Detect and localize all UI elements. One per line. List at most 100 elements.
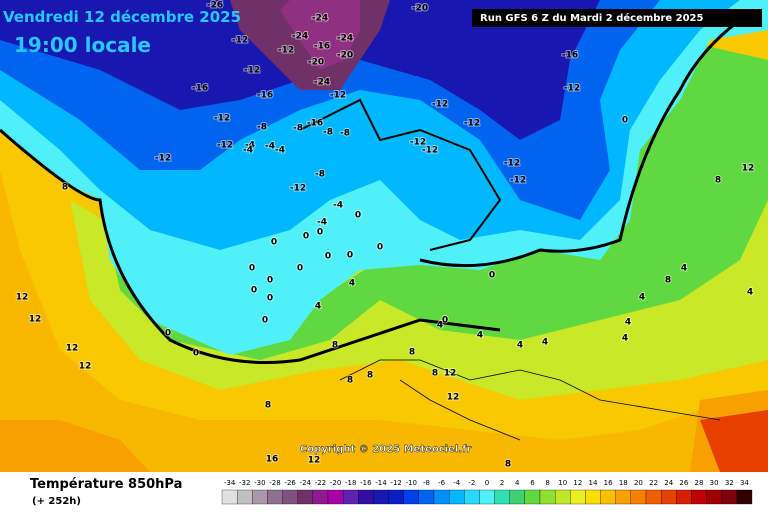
local-time: 19:00 locale [14, 33, 151, 57]
contour-label: -8 [323, 128, 333, 138]
scale-swatch [524, 489, 541, 505]
contour-label: -8 [315, 170, 325, 180]
run-banner [472, 9, 762, 27]
contour-label: 0 [165, 329, 171, 339]
contour-label: -16 [257, 91, 273, 101]
scale-swatch [494, 489, 510, 505]
scale-label: -10 [406, 479, 417, 487]
contour-label: -4 [275, 146, 285, 156]
contour-label: 4 [437, 321, 443, 331]
contour-label: 8 [505, 460, 511, 470]
contour-label: 4 [315, 302, 321, 312]
scale-swatch [267, 489, 283, 505]
contour-label: -4 [245, 141, 255, 151]
contour-label: 4 [517, 341, 523, 351]
contour-label: -12 [155, 154, 171, 164]
contour-label: 12 [444, 369, 457, 379]
scale-swatch [297, 489, 314, 505]
contour-label: -12 [422, 146, 438, 156]
zero-isotherm [419, 18, 741, 268]
contour-label: 16 [266, 455, 279, 465]
scale-label: 32 [725, 479, 734, 487]
contour-label: -24 [314, 78, 330, 88]
contour-label: -16 [307, 119, 323, 129]
contour-label: 8 [367, 371, 373, 381]
scale-label: 24 [664, 479, 673, 487]
legend-title: Température 850hPa [30, 477, 182, 492]
contour-label: 8 [265, 401, 271, 411]
scale-label: -18 [345, 479, 356, 487]
scale-label: 30 [710, 479, 719, 487]
scale-swatch [645, 489, 662, 505]
scale-label: 2 [500, 479, 504, 487]
contour-label: -8 [293, 124, 303, 134]
zero-isotherm [0, 128, 501, 364]
scale-label: 14 [589, 479, 598, 487]
contour-label: 4 [477, 331, 483, 341]
scale-label: 20 [634, 479, 643, 487]
scale-label: 26 [679, 479, 688, 487]
contour-label: -24 [312, 14, 328, 24]
contour-label: 0 [267, 276, 273, 286]
scale-label: -16 [360, 479, 372, 487]
contour-label: 0 [325, 252, 331, 262]
contour-label: 12 [66, 344, 79, 354]
arctic-core [280, 0, 360, 70]
contour-label: 0 [489, 271, 495, 281]
scale-swatch [403, 489, 420, 505]
scale-label: 28 [695, 479, 704, 487]
scale-swatch [539, 489, 556, 505]
contour-label: 8 [332, 341, 338, 351]
contour-label: 8 [715, 176, 721, 186]
contour-label: -4 [265, 142, 275, 152]
run-info: Run GFS 6 Z du Mardi 2 décembre 2025 [480, 12, 704, 24]
scale-label: -12 [390, 479, 401, 487]
contour-label: 0 [193, 349, 199, 359]
scale-swatch [509, 489, 526, 505]
copyright: Copyright © 2025 Meteociel.fr [300, 444, 471, 455]
contour-label: 0 [262, 316, 268, 326]
contour-label: 8 [432, 369, 438, 379]
warm-zone [0, 390, 768, 472]
scale-label: -26 [284, 479, 296, 487]
contour-label: -16 [192, 84, 208, 94]
contour-label: -12 [510, 176, 526, 186]
contour-label: -12 [290, 184, 306, 194]
scale-swatch [358, 489, 374, 505]
contour-label: -20 [337, 51, 353, 61]
scale-swatch [630, 489, 647, 505]
scale-swatch [615, 489, 632, 505]
contour-label: 12 [29, 315, 42, 325]
scale-swatch [585, 489, 601, 505]
contour-label: 0 [622, 116, 628, 126]
contour-label: 0 [347, 251, 353, 261]
contour-label: -12 [432, 100, 448, 110]
map: Run GFS 6 Z du Mardi 2 décembre 2025 Ven… [0, 0, 768, 472]
contour-label: 12 [16, 293, 29, 303]
scale-label: -24 [300, 479, 312, 487]
contour-label: -20 [412, 4, 428, 14]
scale-swatch [736, 489, 753, 505]
scale-swatch [570, 489, 586, 505]
scale-swatch [342, 489, 359, 505]
scale-label: 8 [545, 479, 549, 487]
contour-label: -20 [308, 58, 324, 68]
contour-label: -24 [337, 34, 353, 44]
contour-label: 4 [542, 338, 548, 348]
contour-label: 4 [349, 279, 355, 289]
contour-label: 8 [665, 276, 671, 286]
contour-label: -12 [214, 114, 230, 124]
scale-swatch [221, 489, 238, 505]
scale-label: 0 [485, 479, 489, 487]
contour-label: 4 [747, 288, 753, 298]
contour-label: -8 [257, 123, 267, 133]
scale-label: 4 [515, 479, 520, 487]
scale-swatch [600, 489, 616, 505]
scale-label: 18 [619, 479, 628, 487]
contour-label: 12 [308, 456, 321, 466]
contour-label: -4 [333, 201, 343, 211]
scale-swatch [282, 489, 298, 505]
scale-label: -6 [438, 479, 446, 487]
contour-labels: -26-24-20-24-12-16-24-20-20-24-16-12-12-… [15, 0, 756, 471]
